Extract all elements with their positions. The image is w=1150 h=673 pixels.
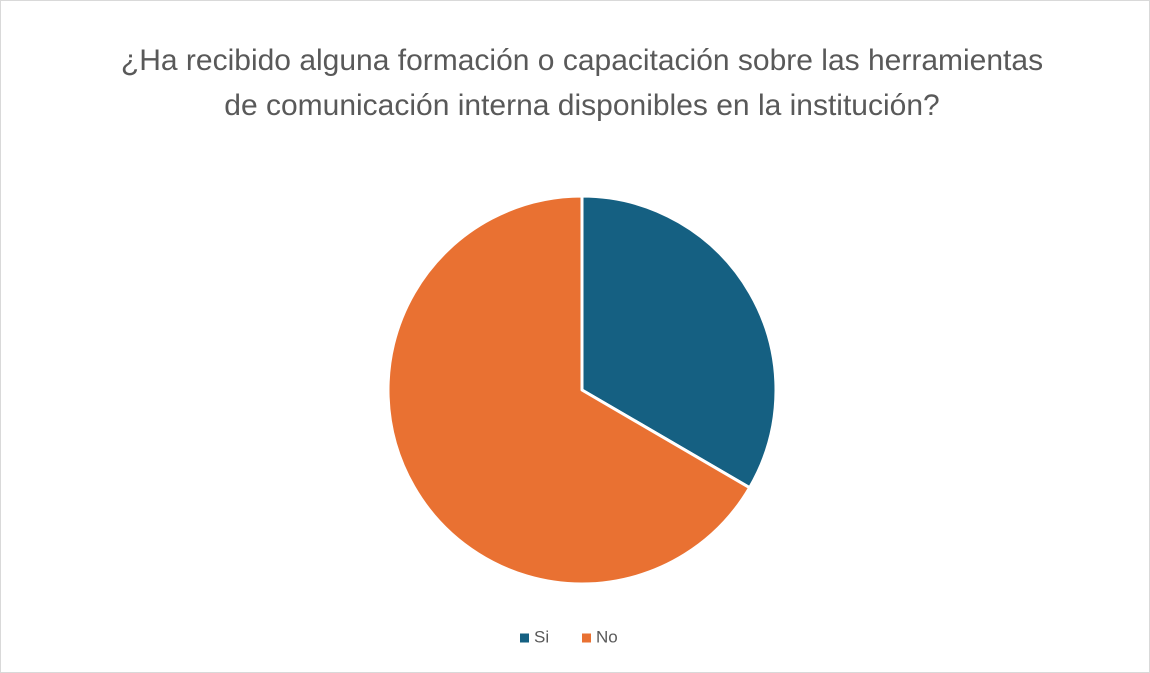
legend-label: No	[596, 627, 618, 646]
chart-title: ¿Ha recibido alguna formación o capacita…	[120, 44, 1044, 122]
legend-swatch	[520, 633, 529, 643]
pie-slice	[580, 194, 778, 490]
legend-label: Si	[534, 627, 549, 646]
pie-slice	[386, 194, 752, 586]
legend-swatch	[582, 633, 591, 643]
